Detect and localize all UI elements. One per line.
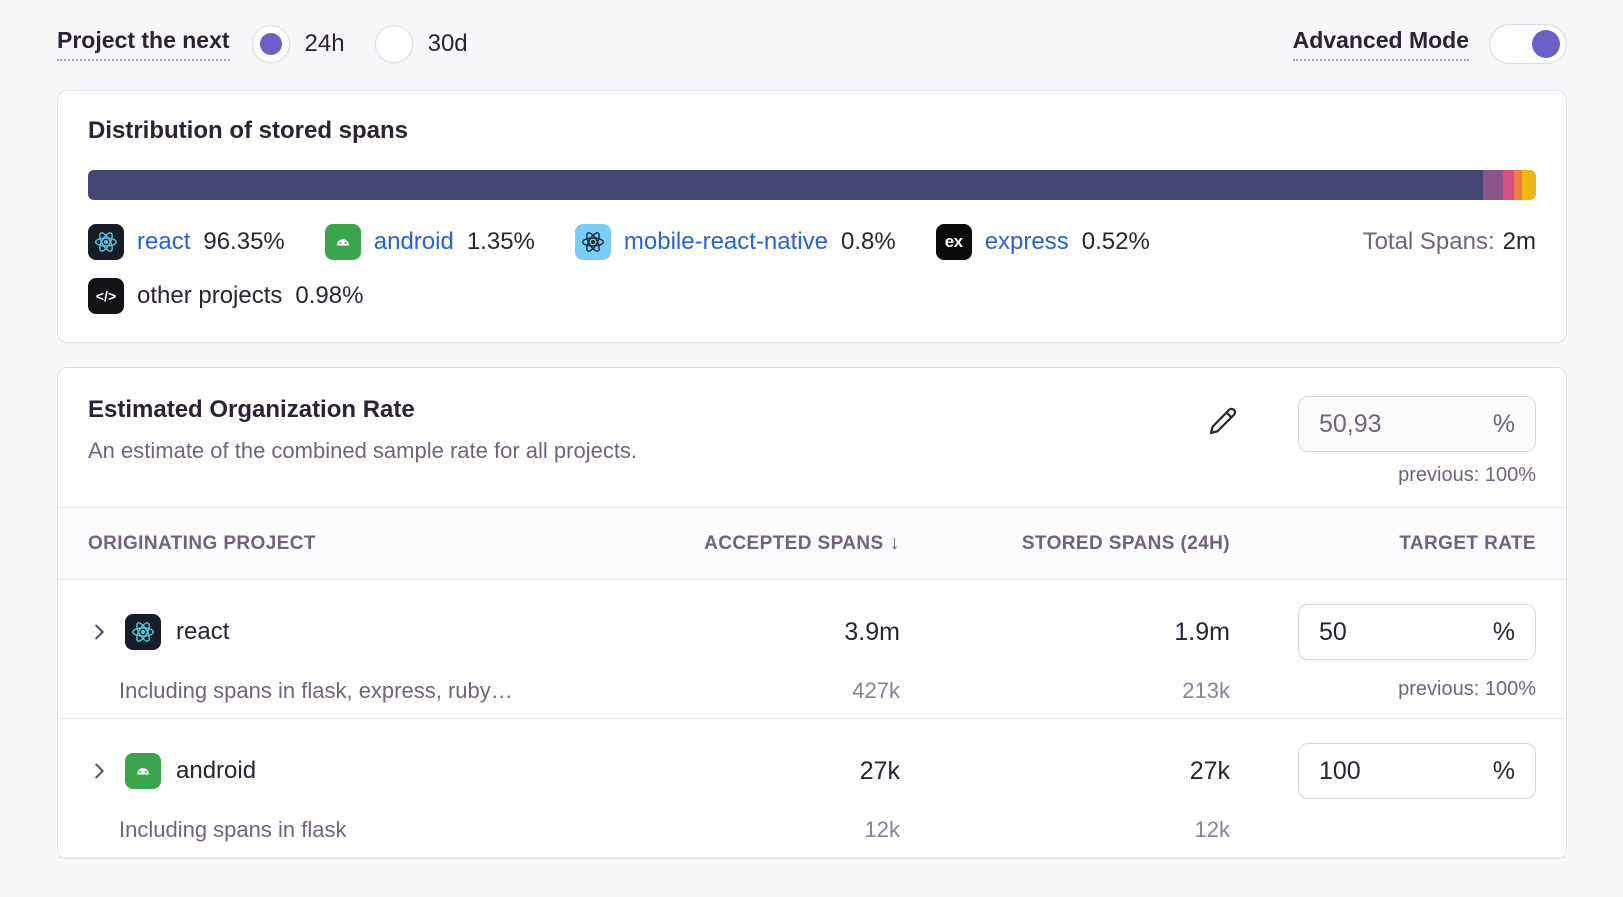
org-rate-title: Estimated Organization Rate: [88, 396, 415, 423]
legend-project-link[interactable]: express: [984, 228, 1069, 255]
toggle-knob: [1532, 30, 1560, 58]
target-rate-value: 100: [1319, 756, 1361, 785]
sub-accepted-value: 427k: [852, 678, 900, 703]
radio-30d-label: 30d: [427, 30, 468, 57]
table-header-row: ORIGINATING PROJECT ACCEPTED SPANS ↓ STOR…: [58, 507, 1566, 580]
target-rate-value: 50: [1319, 617, 1347, 646]
project-name: react: [176, 618, 230, 645]
legend-project-pct: 1.35%: [466, 228, 535, 255]
target-rate-unit: %: [1492, 617, 1515, 646]
org-rate-header: Estimated Organization Rate An estimate …: [58, 368, 1566, 507]
target-rate-cell: 100 %: [1230, 743, 1536, 799]
legend-row-2: </> other projects 0.98%: [88, 278, 1536, 314]
total-spans-label: Total Spans:: [1362, 228, 1495, 255]
org-rate-text: Estimated Organization Rate An estimate …: [88, 396, 1208, 464]
table-row-android: android 27k 27k 100 % Including spans in…: [58, 719, 1566, 858]
react-icon: [125, 614, 161, 650]
target-rate-cell: 50 %: [1230, 604, 1536, 660]
project-cell: android: [88, 753, 660, 789]
react-native-icon: [574, 224, 611, 260]
row-sub-line: Including spans in flask 12k 12k: [88, 817, 1536, 843]
target-rate-input[interactable]: 100 %: [1298, 743, 1536, 799]
bar-segment-android: [1483, 170, 1503, 200]
target-rate-input[interactable]: 50 %: [1298, 604, 1536, 660]
radio-option-30d[interactable]: 30d: [374, 25, 468, 63]
bar-segment-express: [1514, 170, 1522, 200]
radio-24h-label: 24h: [304, 30, 345, 57]
legend-project-link[interactable]: react: [137, 228, 191, 255]
org-rate-input[interactable]: 50,93 %: [1298, 396, 1536, 452]
legend-project-link[interactable]: mobile-react-native: [623, 228, 828, 255]
bar-segment-other-projects: [1521, 170, 1536, 200]
row-sub-line: Including spans in flask, express, ruby……: [88, 678, 1536, 704]
legend-project-pct: 0.52%: [1081, 228, 1150, 255]
stored-spans-value: 27k: [1189, 756, 1230, 785]
legend-item-other-projects: </> other projects 0.98%: [88, 278, 363, 314]
org-rate-description: An estimate of the combined sample rate …: [88, 438, 638, 463]
advanced-mode-label: Advanced Mode: [1292, 27, 1469, 61]
total-spans-value: 2m: [1502, 228, 1536, 255]
project-the-next-label: Project the next: [57, 27, 230, 61]
sub-stored-value: 213k: [1182, 678, 1230, 703]
advanced-mode-toggle[interactable]: [1489, 24, 1567, 64]
row-main-line: android 27k 27k 100 %: [88, 743, 1536, 799]
org-rate-previous: previous: 100%: [1398, 464, 1536, 486]
col-header-accepted-spans[interactable]: ACCEPTED SPANS ↓: [704, 532, 900, 554]
legend-project-link[interactable]: android: [373, 228, 454, 255]
accepted-spans-value: 27k: [859, 756, 900, 785]
distribution-panel: Distribution of stored spans react 96.35…: [57, 90, 1567, 343]
org-rate-unit: %: [1492, 409, 1515, 438]
legend-project-pct: 0.8%: [840, 228, 896, 255]
target-rate-unit: %: [1492, 756, 1515, 785]
radio-30d[interactable]: [374, 25, 413, 63]
legend-item-react: react 96.35%: [88, 224, 285, 260]
org-rate-value: 50,93: [1319, 409, 1382, 438]
express-icon: ex: [935, 224, 972, 260]
stored-spans-value: 1.9m: [1174, 617, 1230, 646]
duration-radio-group: 24h 30d: [251, 25, 468, 63]
col-header-target-rate: TARGET RATE: [1399, 532, 1536, 554]
bar-segment-mobile-react-native: [1502, 170, 1515, 200]
included-spans-note: Including spans in flask, express, ruby…: [119, 678, 513, 703]
android-icon: [125, 753, 161, 789]
code-icon: </>: [88, 278, 124, 314]
org-rate-input-block: 50,93 % previous: 100%: [1298, 396, 1536, 487]
legend-row-1: react 96.35% .eye{fill:#3ba54d} android …: [88, 224, 1536, 260]
sub-accepted-value: 12k: [864, 817, 900, 842]
distribution-title: Distribution of stored spans: [88, 117, 409, 144]
legend-project-label: other projects: [137, 282, 283, 309]
org-rate-panel: Estimated Organization Rate An estimate …: [57, 367, 1567, 859]
sub-stored-value: 12k: [1194, 817, 1230, 842]
edit-pencil-icon[interactable]: [1208, 406, 1238, 441]
advanced-mode-control: Advanced Mode: [1292, 24, 1567, 64]
col-header-stored-spans[interactable]: STORED SPANS (24H): [1021, 532, 1230, 554]
target-rate-previous: previous: 100%: [1398, 678, 1536, 700]
sort-descending-icon: ↓: [889, 532, 900, 554]
included-spans-note: Including spans in flask: [119, 817, 347, 842]
react-icon: [88, 224, 124, 260]
radio-24h[interactable]: [251, 25, 290, 63]
project-cell: react: [88, 614, 660, 650]
legend-item-android: .eye{fill:#3ba54d} android 1.35%: [324, 224, 535, 260]
expand-chevron-icon[interactable]: [88, 760, 110, 782]
bar-segment-react: [88, 170, 1484, 200]
legend-item-express: ex express 0.52%: [935, 224, 1150, 260]
project-name: android: [176, 757, 257, 784]
legend-project-pct: 0.98%: [295, 282, 364, 309]
total-spans: Total Spans: 2m: [1363, 228, 1536, 256]
top-controls: Project the next 24h 30d Advanced Mode: [57, 16, 1567, 72]
table-row-react: react 3.9m 1.9m 50 % Including spans in …: [58, 580, 1566, 719]
expand-chevron-icon[interactable]: [88, 621, 110, 643]
legend-project-pct: 96.35%: [203, 228, 285, 255]
col-header-originating-project[interactable]: ORIGINATING PROJECT: [88, 532, 316, 554]
sampling-settings-page: Project the next 24h 30d Advanced Mode D…: [0, 0, 1623, 859]
legend-item-mobile-react-native: mobile-react-native 0.8%: [574, 224, 896, 260]
row-main-line: react 3.9m 1.9m 50 %: [88, 604, 1536, 660]
radio-option-24h[interactable]: 24h: [251, 25, 345, 63]
android-icon: .eye{fill:#3ba54d}: [324, 224, 361, 260]
stored-spans-distribution-bar: [88, 170, 1536, 200]
accepted-spans-value: 3.9m: [844, 617, 900, 646]
